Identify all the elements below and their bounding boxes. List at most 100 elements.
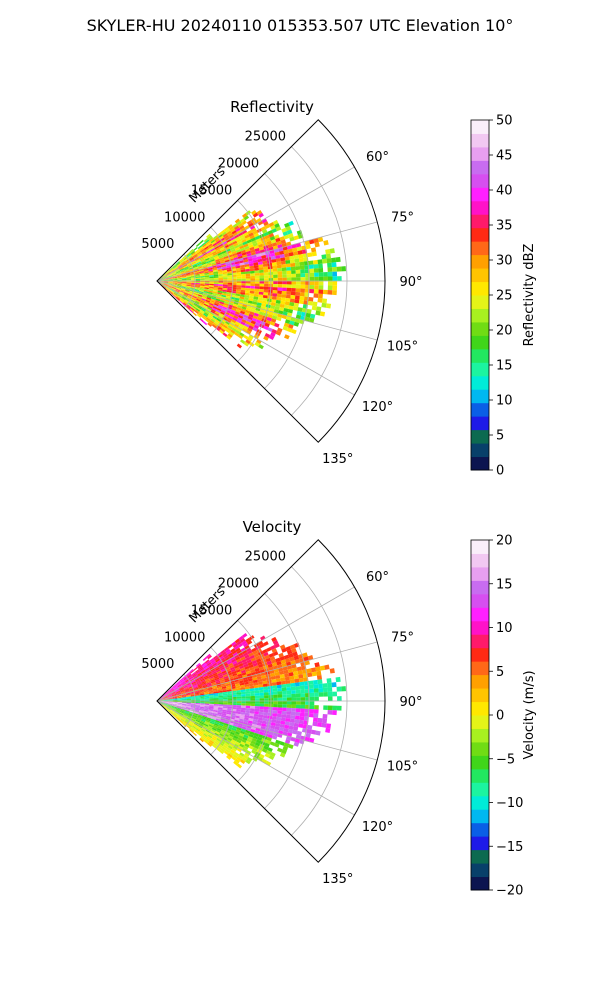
- radar-cell: [208, 313, 214, 318]
- radar-cell: [228, 242, 234, 247]
- radar-cell: [217, 268, 223, 272]
- radar-cell: [263, 686, 269, 690]
- radar-cell: [209, 703, 214, 706]
- radar-cell: [279, 236, 285, 241]
- colorbar-label: Velocity (m/s): [522, 670, 537, 759]
- radar-cell: [208, 692, 214, 695]
- colorbar-tick-label: 5: [496, 429, 504, 444]
- radar-cell: [172, 265, 177, 269]
- radar-cell: [332, 266, 337, 272]
- radar-cell: [171, 287, 176, 290]
- radar-cell: [323, 272, 328, 277]
- radar-cell: [166, 287, 171, 291]
- radar-cell: [183, 713, 189, 716]
- radar-cell: [183, 266, 189, 269]
- radar-cell: [243, 754, 249, 760]
- radar-cell: [193, 687, 199, 690]
- radar-cell: [219, 313, 225, 317]
- radar-cell: [313, 293, 319, 298]
- radar-cell: [252, 679, 258, 684]
- radar-cell: [277, 694, 283, 698]
- colorbar-tick-label: −15: [496, 840, 523, 855]
- radar-cell: [218, 697, 224, 700]
- radar-cell: [194, 690, 200, 693]
- radar-cell: [270, 722, 276, 727]
- radar-cell: [200, 278, 205, 280]
- radar-cell: [172, 699, 178, 701]
- radar-cell: [235, 741, 241, 746]
- radar-cell: [178, 684, 183, 688]
- radar-cell: [218, 692, 223, 695]
- radar-cell: [180, 709, 185, 713]
- radar-cell: [317, 683, 323, 689]
- radar-cell: [276, 684, 282, 689]
- radar-cell: [181, 275, 187, 278]
- radar-cell: [245, 693, 251, 697]
- radar-cell: [232, 737, 238, 742]
- radar-cell: [234, 758, 241, 764]
- radar-cell: [166, 287, 170, 291]
- azimuth-tick-label: 60°: [366, 570, 389, 585]
- radar-cell: [162, 693, 167, 697]
- colorbar-swatch: [471, 836, 489, 851]
- radar-cell: [194, 677, 200, 681]
- radar-cell: [179, 291, 185, 294]
- radar-cell: [290, 715, 296, 720]
- radar-cell: [265, 760, 272, 766]
- radar-cell: [200, 695, 205, 698]
- radar-cell: [230, 656, 236, 661]
- radar-cell: [220, 718, 226, 722]
- radar-cell: [184, 712, 189, 715]
- radar-cell: [241, 306, 247, 310]
- radar-cell: [172, 281, 178, 283]
- radar-cell: [197, 304, 203, 309]
- radar-cell: [232, 725, 238, 730]
- radar-cell: [212, 735, 218, 740]
- radar-cell: [172, 684, 177, 688]
- radar-cell: [271, 262, 277, 266]
- radar-cell: [273, 697, 278, 701]
- radar-cell: [175, 717, 180, 721]
- radar-cell: [167, 284, 173, 287]
- radar-cell: [232, 723, 238, 728]
- radar-cell: [193, 266, 199, 270]
- radar-cell: [317, 293, 323, 299]
- radar-cell: [307, 672, 313, 678]
- radar-cell: [234, 645, 240, 651]
- radar-cell: [246, 220, 253, 226]
- radar-cell: [229, 244, 235, 249]
- radar-cell: [234, 731, 241, 736]
- radar-cell: [186, 705, 191, 708]
- radar-cell: [235, 295, 240, 299]
- radar-cell: [197, 715, 203, 719]
- radar-cell: [314, 662, 320, 668]
- radar-cell: [232, 232, 238, 237]
- radar-cell: [180, 680, 186, 685]
- radar-cell: [284, 739, 291, 744]
- radar-cell: [193, 712, 199, 715]
- radar-cell: [275, 237, 281, 243]
- colorbar-tick-label: 45: [496, 149, 513, 164]
- panel-title: Velocity: [243, 518, 302, 536]
- radar-cell: [296, 281, 301, 285]
- radar-cell: [202, 243, 207, 248]
- radar-cell: [186, 282, 192, 284]
- radar-cell: [218, 314, 224, 319]
- radar-cell: [211, 727, 217, 732]
- radar-cell: [163, 283, 168, 286]
- radar-cell: [281, 710, 287, 715]
- radar-cell: [192, 253, 198, 258]
- radar-cell: [249, 225, 256, 230]
- radar-cell: [218, 274, 223, 277]
- radar-cell: [258, 264, 264, 268]
- radar-cell: [176, 692, 181, 695]
- radar-cell: [232, 223, 238, 229]
- radar-cell: [314, 272, 319, 277]
- radar-cell: [254, 310, 260, 315]
- radar-cell: [213, 314, 219, 318]
- radar-cell: [266, 316, 272, 322]
- radar-cell: [235, 321, 241, 326]
- radar-cell: [179, 268, 185, 271]
- radar-cell: [239, 332, 245, 337]
- radar-cell: [175, 288, 181, 292]
